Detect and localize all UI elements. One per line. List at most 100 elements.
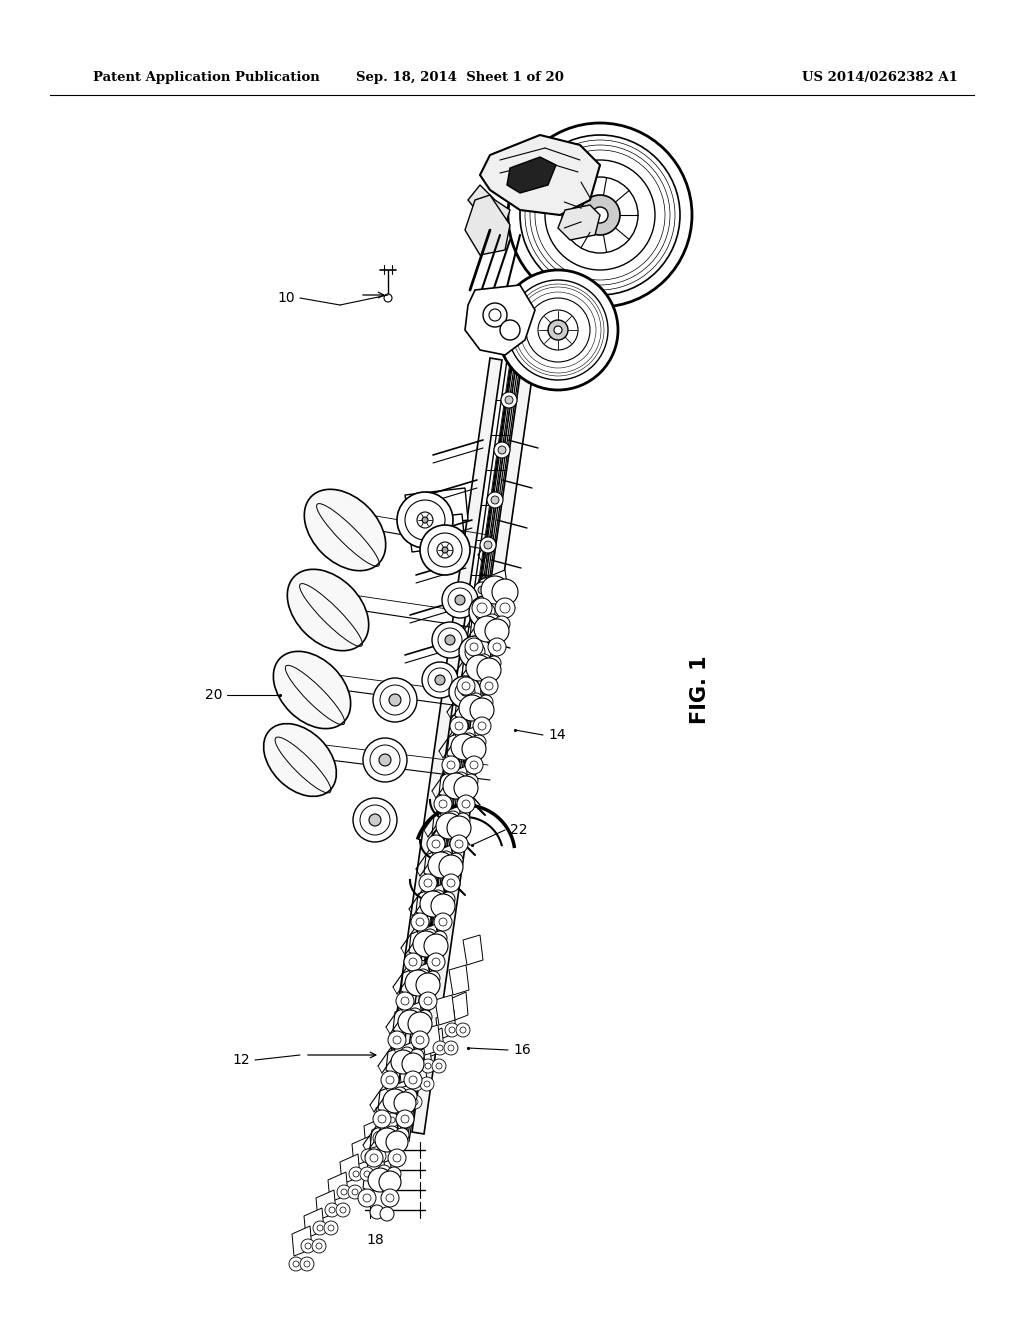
Ellipse shape: [304, 490, 386, 570]
Circle shape: [465, 638, 483, 656]
Circle shape: [424, 997, 432, 1005]
Circle shape: [377, 1135, 383, 1140]
Circle shape: [477, 657, 501, 682]
Polygon shape: [507, 157, 556, 193]
Circle shape: [380, 685, 410, 715]
Circle shape: [373, 678, 417, 722]
Circle shape: [481, 609, 489, 616]
Circle shape: [409, 958, 417, 966]
Ellipse shape: [273, 651, 350, 729]
Ellipse shape: [263, 723, 336, 796]
Circle shape: [362, 1195, 371, 1203]
Circle shape: [455, 840, 463, 847]
Circle shape: [406, 500, 445, 540]
Circle shape: [424, 1081, 430, 1086]
Circle shape: [406, 970, 431, 997]
Circle shape: [386, 1076, 394, 1084]
Circle shape: [439, 917, 447, 927]
Circle shape: [360, 805, 390, 836]
Circle shape: [401, 1100, 407, 1105]
Circle shape: [483, 304, 507, 327]
Circle shape: [381, 1189, 399, 1206]
Circle shape: [435, 675, 445, 685]
Text: Sep. 18, 2014  Sheet 1 of 20: Sep. 18, 2014 Sheet 1 of 20: [356, 71, 564, 84]
Circle shape: [293, 1261, 299, 1267]
Circle shape: [449, 1045, 454, 1051]
Circle shape: [437, 543, 453, 558]
Circle shape: [388, 1135, 394, 1140]
Circle shape: [408, 1096, 422, 1109]
Circle shape: [424, 935, 449, 958]
Circle shape: [442, 582, 478, 618]
Circle shape: [312, 1239, 326, 1253]
Circle shape: [498, 271, 618, 389]
Circle shape: [472, 735, 486, 748]
Circle shape: [425, 1063, 431, 1069]
Circle shape: [487, 492, 503, 508]
Circle shape: [396, 993, 414, 1010]
Circle shape: [385, 1126, 399, 1140]
Circle shape: [340, 1206, 346, 1213]
Circle shape: [324, 1221, 338, 1236]
Circle shape: [300, 1257, 314, 1271]
Circle shape: [465, 642, 485, 663]
Circle shape: [462, 733, 476, 747]
Circle shape: [447, 816, 471, 840]
Circle shape: [428, 851, 454, 878]
Circle shape: [426, 972, 440, 985]
Circle shape: [538, 310, 578, 350]
Circle shape: [459, 636, 490, 668]
Circle shape: [449, 853, 463, 867]
Polygon shape: [432, 807, 462, 838]
Circle shape: [508, 280, 608, 380]
Circle shape: [470, 698, 494, 722]
Circle shape: [401, 1115, 409, 1123]
Polygon shape: [340, 1154, 360, 1184]
Circle shape: [432, 1059, 446, 1073]
Circle shape: [469, 597, 501, 628]
Circle shape: [383, 1089, 407, 1113]
Polygon shape: [409, 924, 439, 956]
Polygon shape: [447, 727, 477, 759]
Circle shape: [393, 1154, 401, 1162]
Circle shape: [416, 917, 424, 927]
Circle shape: [462, 737, 486, 762]
Polygon shape: [424, 1028, 444, 1059]
Circle shape: [301, 1239, 315, 1253]
Circle shape: [433, 931, 447, 945]
Polygon shape: [401, 964, 431, 995]
Circle shape: [365, 1148, 383, 1167]
Polygon shape: [393, 1002, 423, 1034]
Circle shape: [508, 123, 692, 308]
Circle shape: [353, 1171, 359, 1177]
Circle shape: [477, 603, 487, 612]
Circle shape: [317, 1225, 323, 1232]
Circle shape: [410, 1049, 424, 1063]
Polygon shape: [416, 884, 446, 916]
Circle shape: [372, 1148, 386, 1163]
Circle shape: [420, 525, 470, 576]
Circle shape: [313, 1221, 327, 1236]
Circle shape: [469, 693, 483, 708]
Polygon shape: [352, 1137, 372, 1166]
Circle shape: [473, 717, 490, 735]
Circle shape: [446, 810, 460, 825]
Circle shape: [341, 1189, 347, 1195]
Circle shape: [400, 1117, 406, 1123]
Circle shape: [404, 1071, 422, 1089]
Circle shape: [397, 1096, 411, 1109]
Circle shape: [484, 614, 500, 630]
Circle shape: [386, 1131, 408, 1152]
Circle shape: [360, 1167, 374, 1181]
Circle shape: [328, 1225, 334, 1232]
Circle shape: [416, 973, 440, 997]
Polygon shape: [439, 766, 469, 799]
Polygon shape: [304, 1208, 324, 1238]
Circle shape: [329, 1206, 335, 1213]
Circle shape: [498, 446, 506, 454]
Circle shape: [408, 1012, 432, 1036]
Circle shape: [389, 1117, 395, 1123]
Polygon shape: [408, 513, 465, 552]
Circle shape: [432, 622, 468, 657]
Circle shape: [409, 1076, 417, 1084]
